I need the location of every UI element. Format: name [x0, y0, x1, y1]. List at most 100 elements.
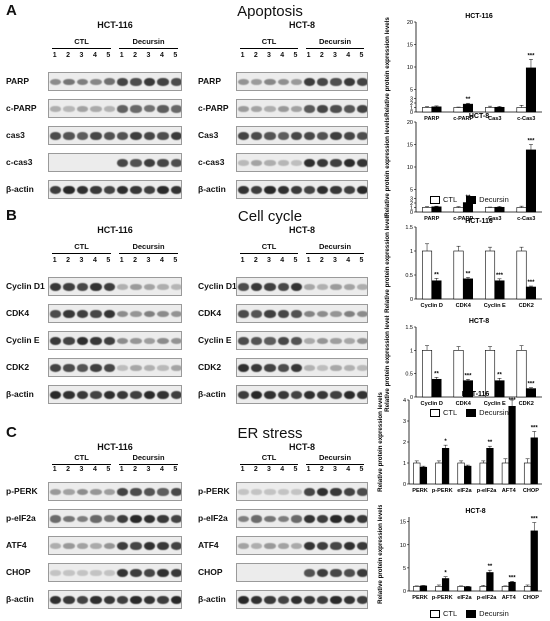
protein-band: [117, 337, 129, 345]
protein-label: p-eIF2a: [6, 513, 36, 523]
x-tick-label: Cyclin D: [421, 401, 443, 407]
protein-band: [170, 390, 181, 400]
protein-band: [343, 487, 355, 497]
bar-chart: HCT-116 Relative protein expression level…: [384, 215, 542, 313]
lane-number: 3: [333, 257, 337, 264]
protein-band: [157, 488, 169, 496]
protein-band: [130, 514, 142, 524]
y-tick-label: 3: [403, 419, 406, 425]
x-tick-label: eIF2a: [457, 595, 472, 601]
protein-band: [117, 132, 129, 140]
group-underline: [306, 464, 364, 465]
significance-mark: ***: [531, 517, 539, 523]
lane-number: 1: [240, 466, 245, 473]
x-tick-label: p-eIF2a: [477, 488, 497, 494]
protein-band: [317, 595, 329, 605]
protein-band: [170, 568, 181, 578]
significance-mark: ***: [527, 280, 535, 286]
protein-band: [117, 568, 129, 578]
lane-number: 4: [346, 257, 351, 264]
x-tick-label: PERK: [412, 595, 428, 601]
protein-band: [356, 514, 367, 524]
protein-band: [50, 543, 62, 549]
protein-band: [157, 284, 169, 290]
bar-ctl: [421, 350, 433, 398]
y-tick-label: 15: [400, 520, 406, 526]
protein-band: [330, 487, 342, 497]
protein-band: [76, 283, 89, 291]
lane-number: 1: [119, 257, 124, 264]
protein-band: [103, 185, 115, 195]
y-tick-label: 10: [407, 65, 413, 71]
protein-band: [264, 309, 276, 319]
significance-mark: *: [444, 571, 447, 577]
western-blot-strip: [236, 590, 368, 609]
protein-band: [103, 132, 115, 140]
protein-band: [143, 337, 156, 344]
y-tick-label: 15: [407, 43, 413, 49]
protein-band: [76, 570, 89, 576]
protein-band: [264, 489, 276, 495]
protein-band: [304, 284, 316, 290]
protein-label: CDK2: [6, 362, 30, 372]
protein-band: [143, 77, 156, 87]
lane-number: 2: [253, 466, 258, 473]
x-tick-label: AFT4: [502, 488, 517, 494]
lane-number: 4: [159, 52, 164, 59]
protein-band: [330, 105, 342, 113]
protein-band: [130, 283, 142, 291]
protein-band: [290, 337, 302, 345]
protein-band: [304, 105, 316, 113]
protein-label: β-actin: [198, 184, 226, 194]
protein-band: [130, 105, 142, 113]
legend-label-decursin: Decursin: [479, 609, 509, 618]
protein-band: [290, 390, 302, 400]
protein-band: [63, 595, 75, 605]
significance-mark: ***: [509, 398, 517, 404]
protein-label: ATF4: [198, 540, 219, 550]
protein-band: [277, 283, 289, 291]
protein-band: [117, 185, 129, 195]
protein-band: [90, 543, 102, 549]
western-blot-strip: [48, 99, 182, 118]
protein-band: [143, 390, 156, 400]
protein-band: [290, 595, 302, 605]
protein-band: [103, 595, 115, 605]
protein-band: [238, 390, 250, 400]
protein-band: [157, 310, 169, 318]
lane-number: 2: [66, 257, 71, 264]
western-blot-strip: [236, 509, 368, 528]
protein-band: [143, 514, 156, 524]
significance-mark: **: [488, 564, 493, 570]
bar-chart: HCT-8 Relative protein expression levels 0…: [377, 505, 542, 604]
y-axis-label: Relative protein expression levels: [384, 17, 391, 117]
lane-number: 1: [306, 257, 311, 264]
significance-mark: ***: [531, 426, 539, 432]
protein-band: [290, 310, 302, 318]
group-underline: [119, 464, 178, 465]
lane-number: 1: [240, 257, 245, 264]
bar-ctl: [479, 462, 487, 485]
western-blot-strip: [48, 509, 182, 528]
lane-number: 1: [52, 466, 57, 473]
bar-ctl: [516, 250, 527, 300]
protein-band: [343, 514, 355, 524]
significance-mark: ***: [464, 373, 472, 379]
group-label-ctl: CTL: [74, 242, 89, 251]
protein-band: [117, 595, 129, 605]
protein-band: [238, 515, 250, 523]
protein-label: CHOP: [198, 567, 223, 577]
y-tick-label: 1.5: [405, 325, 413, 331]
protein-band: [251, 489, 263, 495]
protein-band: [343, 569, 355, 577]
western-blot-strip: [236, 180, 368, 199]
protein-band: [343, 365, 355, 371]
cell-line-title: HCT-8: [288, 225, 315, 235]
protein-band: [251, 363, 263, 373]
group-underline: [240, 464, 298, 465]
protein-band: [330, 158, 342, 168]
western-blot-strip: [236, 304, 368, 323]
protein-label: c-PARP: [198, 103, 229, 113]
protein-band: [264, 363, 276, 373]
protein-band: [76, 364, 89, 372]
